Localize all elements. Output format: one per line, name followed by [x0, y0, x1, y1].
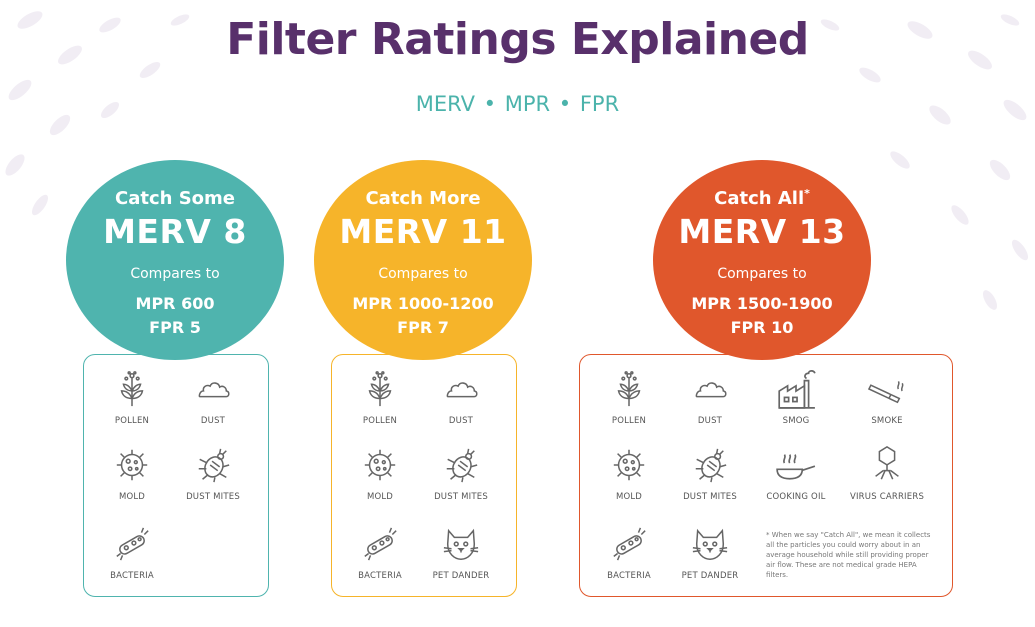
- merv11-badge: Catch More MERV 11 Compares to MPR 1000-…: [314, 160, 532, 360]
- pollen-icon: [368, 371, 392, 407]
- merv11-label-pet-dander: PET DANDER: [432, 571, 490, 581]
- mite-icon: [695, 448, 727, 483]
- merv13-label-pollen: POLLEN: [611, 416, 647, 426]
- merv8-label-dust: DUST: [200, 416, 226, 426]
- merv13-label-mold: MOLD: [615, 492, 643, 502]
- footnote-marker: *: [804, 187, 810, 200]
- merv11-item-dust-mites: DUST MITES: [416, 446, 506, 502]
- mite-icon: [446, 448, 478, 483]
- merv13-item-smog: SMOG: [751, 366, 841, 426]
- merv11-item-pet-dander: PET DANDER: [416, 525, 506, 581]
- merv13-label-virus-carriers: VIRUS CARRIERS: [849, 492, 925, 502]
- merv11-label-dust: DUST: [448, 416, 474, 426]
- merv13-label-dust: DUST: [697, 416, 723, 426]
- merv13-label-bacteria: BACTERIA: [607, 571, 651, 581]
- merv11-label-mold: MOLD: [366, 492, 394, 502]
- merv13-item-bacteria: BACTERIA: [584, 525, 674, 581]
- merv13-item-dust-mites: DUST MITES: [665, 446, 755, 502]
- merv8-item-pollen: POLLEN: [87, 370, 177, 426]
- merv11-label-bacteria: BACTERIA: [358, 571, 402, 581]
- bacteria-icon: [364, 527, 397, 561]
- merv11-label-pollen: POLLEN: [362, 416, 398, 426]
- merv8-catch-label: Catch Some: [114, 188, 235, 209]
- page-title: Filter Ratings Explained: [226, 14, 809, 65]
- merv8-badge: Catch Some MERV 8 Compares to MPR 600 FP…: [66, 160, 284, 360]
- page-subtitle: MERV • MPR • FPR: [415, 92, 620, 116]
- merv11-catch-label: Catch More: [365, 188, 481, 209]
- merv13-label-cooking-oil: COOKING OIL: [766, 492, 826, 502]
- merv8-rating: MERV 8: [103, 212, 247, 251]
- merv11-mpr: MPR 1000-1200: [352, 294, 494, 313]
- merv8-item-dust: DUST: [168, 370, 258, 426]
- merv13-label-smog: SMOG: [782, 416, 810, 426]
- cat-icon: [443, 528, 479, 560]
- merv13-fpr: FPR 10: [730, 318, 794, 337]
- cigarette-icon: [867, 380, 904, 404]
- merv13-item-dust: DUST: [665, 370, 755, 426]
- merv8-item-mold: MOLD: [87, 446, 177, 502]
- merv11-item-pollen: POLLEN: [335, 370, 425, 426]
- cloud-icon: [446, 382, 478, 398]
- merv13-label-dust-mites: DUST MITES: [683, 492, 737, 502]
- catch-all-footnote: * When we say "Catch All", we mean it co…: [766, 531, 931, 579]
- bacteria-icon: [613, 527, 646, 561]
- virus-icon: [875, 445, 899, 480]
- factory-icon: [778, 370, 816, 409]
- merv13-badge: Catch All* MERV 13 Compares to MPR 1500-…: [653, 160, 871, 360]
- merv8-fpr: FPR 5: [149, 318, 201, 337]
- merv13-label-smoke: SMOKE: [871, 416, 903, 426]
- merv11-label-dust-mites: DUST MITES: [434, 492, 488, 502]
- merv13-compares-label: Compares to: [717, 266, 807, 282]
- merv11-item-dust: DUST: [416, 370, 506, 426]
- mold-icon: [613, 449, 645, 481]
- cat-icon: [692, 528, 728, 560]
- merv13-item-pet-dander: PET DANDER: [665, 525, 755, 581]
- merv13-catch-label: Catch All*: [714, 187, 810, 209]
- merv8-label-dust-mites: DUST MITES: [186, 492, 240, 502]
- merv13-item-mold: MOLD: [584, 446, 674, 502]
- merv11-item-mold: MOLD: [335, 446, 425, 502]
- merv13-item-pollen: POLLEN: [584, 370, 674, 426]
- cloud-icon: [695, 382, 727, 398]
- merv13-item-virus-carriers: VIRUS CARRIERS: [842, 442, 932, 502]
- bacteria-icon: [116, 527, 149, 561]
- merv8-mpr: MPR 600: [135, 294, 215, 313]
- merv8-item-dust-mites: DUST MITES: [168, 446, 258, 502]
- merv13-rating: MERV 13: [678, 212, 846, 251]
- pan-icon: [776, 454, 816, 480]
- merv13-label-pet-dander: PET DANDER: [681, 571, 739, 581]
- pollen-icon: [617, 371, 641, 407]
- merv8-label-pollen: POLLEN: [114, 416, 150, 426]
- merv11-item-bacteria: BACTERIA: [335, 525, 425, 581]
- merv13-mpr: MPR 1500-1900: [691, 294, 833, 313]
- merv13-item-smoke: SMOKE: [842, 370, 932, 426]
- merv11-fpr: FPR 7: [397, 318, 449, 337]
- merv8-item-bacteria: BACTERIA: [87, 525, 177, 581]
- merv8-label-bacteria: BACTERIA: [110, 571, 154, 581]
- merv11-rating: MERV 11: [339, 212, 507, 251]
- mite-icon: [198, 448, 230, 483]
- merv8-label-mold: MOLD: [118, 492, 146, 502]
- merv8-compares-label: Compares to: [130, 266, 220, 282]
- mold-icon: [364, 449, 396, 481]
- merv13-item-cooking-oil: COOKING OIL: [751, 442, 841, 502]
- mold-icon: [116, 449, 148, 481]
- pollen-icon: [120, 371, 144, 407]
- cloud-icon: [198, 382, 230, 398]
- merv11-compares-label: Compares to: [378, 266, 468, 282]
